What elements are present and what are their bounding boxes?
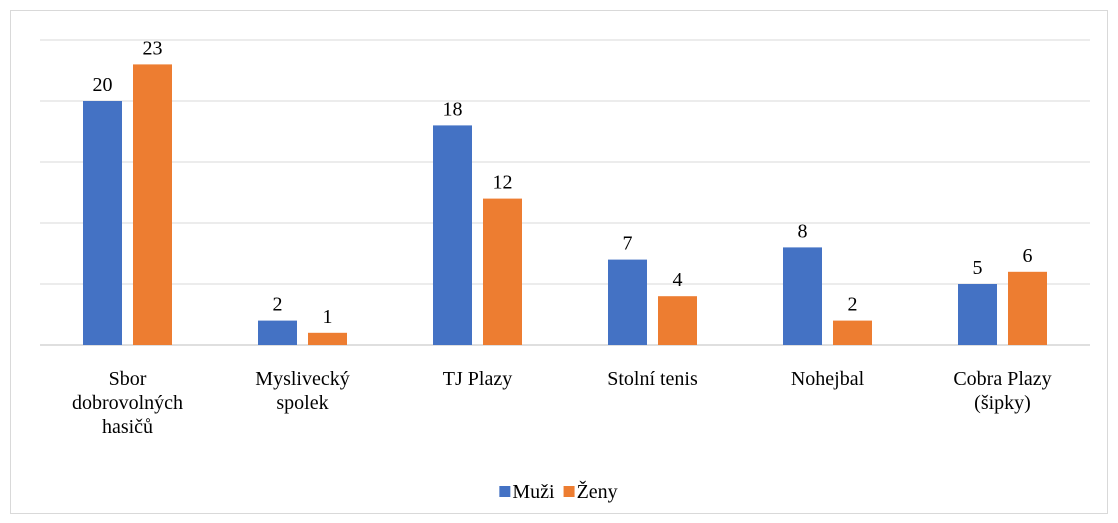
data-label: 23	[143, 37, 163, 59]
data-label: 7	[623, 233, 633, 255]
x-tick-label: Nohejbal	[791, 368, 865, 390]
data-label: 4	[673, 269, 683, 291]
x-tick-label-line: Stolní tenis	[607, 368, 698, 390]
bar	[783, 247, 822, 345]
bar	[133, 64, 172, 346]
bar	[83, 101, 122, 345]
x-tick-label-line: Sbor	[109, 368, 147, 390]
data-label: 1	[323, 306, 333, 328]
data-label: 2	[848, 294, 858, 316]
x-tick-label-line: Cobra Plazy	[953, 368, 1051, 390]
data-label: 6	[1023, 245, 1033, 267]
x-tick-label-line: Nohejbal	[791, 368, 865, 390]
bar	[308, 332, 347, 345]
bar	[608, 259, 647, 345]
chart-border	[10, 10, 1108, 514]
x-tick-label-line: spolek	[276, 392, 328, 414]
data-label: 8	[798, 220, 808, 242]
x-tick-label: Cobra Plazy (šipky)	[953, 368, 1051, 414]
x-tick-label-line: (šipky)	[974, 392, 1031, 414]
bar	[433, 125, 472, 346]
data-label: 12	[493, 172, 513, 194]
bar	[258, 320, 297, 345]
x-tick-label-line: hasičů	[102, 416, 153, 438]
data-label: 18	[443, 98, 463, 120]
data-label: 2	[273, 294, 283, 316]
bar	[833, 320, 872, 345]
x-tick-label-line: dobrovolných	[72, 392, 183, 414]
x-tick-label: TJ Plazy	[443, 368, 512, 390]
x-tick-label: Sbor dobrovolných hasičů	[72, 368, 183, 438]
x-tick-label-line: TJ Plazy	[443, 368, 512, 390]
bar	[958, 284, 997, 345]
legend-swatch	[499, 486, 511, 497]
bar	[658, 296, 697, 345]
bar	[1008, 271, 1047, 345]
x-tick-label: Myslivecký spolek	[255, 368, 349, 414]
legend-label: Muži	[512, 481, 555, 503]
bar	[483, 198, 522, 345]
legend-label: Ženy	[577, 480, 618, 503]
data-label: 5	[973, 257, 983, 279]
data-label: 20	[93, 74, 113, 96]
x-tick-label-line: Myslivecký	[255, 368, 349, 390]
x-tick-label: Stolní tenis	[607, 368, 698, 390]
legend-swatch	[563, 486, 575, 497]
